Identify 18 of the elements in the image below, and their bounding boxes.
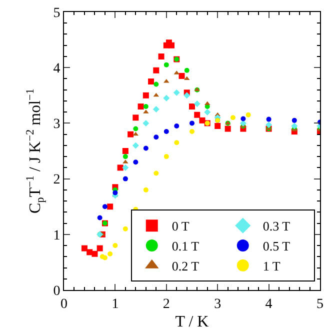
x-tick-label: 4: [265, 296, 272, 312]
y-tick-label: 5: [53, 6, 60, 21]
x-tick-label: 1: [112, 296, 119, 312]
y-tick-label: 3: [53, 117, 60, 132]
legend-label: 1 T: [262, 258, 280, 274]
x-tick-label: 5: [316, 296, 324, 312]
y-tick-label: 2: [53, 172, 60, 188]
x-axis-title: T / K: [175, 314, 210, 330]
legend-label: 0.3 T: [262, 218, 290, 234]
x-tick-label: 3: [214, 296, 222, 312]
legend-label: 0.2 T: [172, 258, 200, 274]
y-tick-label: 4: [53, 62, 60, 76]
x-tick-label: 2: [162, 296, 170, 312]
y-tick-label: 1: [53, 228, 60, 244]
legend-label: 0.5 T: [262, 238, 290, 254]
legend-label: 0.1 T: [172, 238, 200, 254]
legend-label: 0 T: [172, 218, 190, 234]
y-tick-label: 0: [53, 284, 60, 299]
